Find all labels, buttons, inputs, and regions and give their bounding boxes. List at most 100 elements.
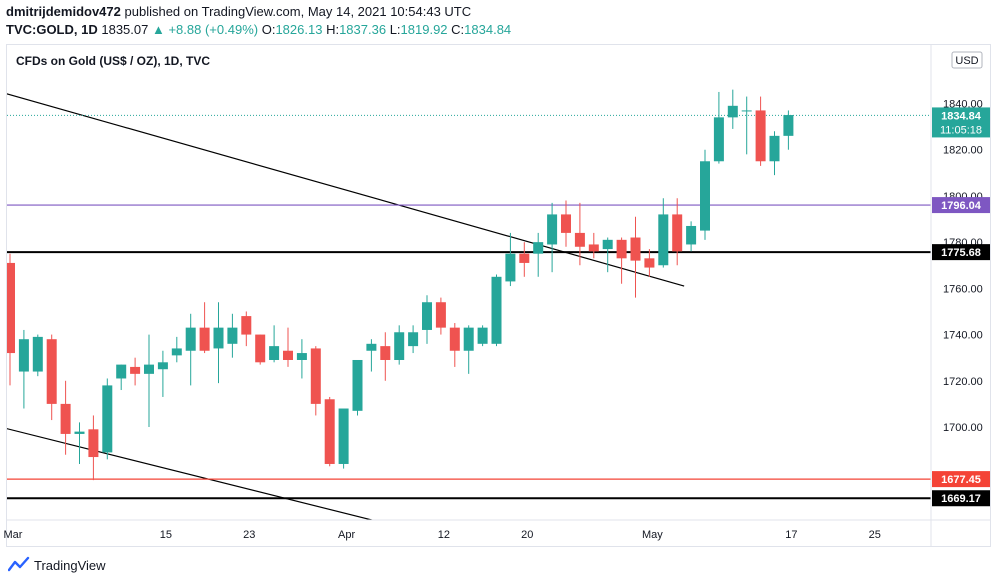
- candle[interactable]: [102, 378, 113, 460]
- candle[interactable]: [310, 346, 321, 416]
- candle-body: [324, 399, 335, 464]
- candle[interactable]: [449, 323, 460, 367]
- candle[interactable]: [630, 216, 641, 298]
- candle-body: [588, 244, 599, 252]
- candle-body: [144, 364, 154, 374]
- candle[interactable]: [130, 357, 141, 386]
- candle[interactable]: [60, 380, 71, 455]
- candle[interactable]: [644, 249, 655, 277]
- author-name[interactable]: dmitrijdemidov472: [6, 4, 121, 19]
- candle[interactable]: [547, 202, 558, 273]
- candle[interactable]: [713, 91, 724, 164]
- x-tick-label: 15: [160, 529, 172, 541]
- candle[interactable]: [463, 325, 474, 374]
- footer-brand[interactable]: TradingView: [34, 557, 106, 573]
- symbol-label: TVC:GOLD, 1D: [6, 22, 98, 37]
- y-tick-label: 1760.00: [943, 283, 983, 295]
- candle[interactable]: [574, 202, 585, 266]
- candle[interactable]: [380, 332, 391, 381]
- candle[interactable]: [171, 336, 182, 363]
- high-value: 1837.36: [339, 22, 387, 37]
- upper-trend-line[interactable]: [0, 92, 685, 287]
- candle-body: [241, 316, 252, 335]
- candle-body: [574, 232, 585, 247]
- candle[interactable]: [241, 311, 252, 347]
- candle[interactable]: [672, 198, 683, 266]
- candle[interactable]: [5, 253, 15, 386]
- candle-body: [519, 253, 530, 263]
- candle-body: [547, 214, 558, 245]
- candle[interactable]: [755, 96, 766, 166]
- x-tick-label: 20: [521, 529, 533, 541]
- candle-body: [213, 327, 224, 349]
- candle[interactable]: [505, 232, 516, 287]
- candle[interactable]: [283, 327, 293, 367]
- candle[interactable]: [88, 415, 99, 481]
- candle[interactable]: [269, 325, 280, 363]
- candle[interactable]: [74, 422, 85, 464]
- candle[interactable]: [686, 221, 697, 252]
- candle[interactable]: [519, 242, 530, 277]
- candle[interactable]: [46, 334, 57, 421]
- candle[interactable]: [783, 110, 794, 150]
- purple-level-tag[interactable]: 1796.04: [932, 197, 990, 214]
- y-tick-label: 1740.00: [943, 330, 983, 342]
- candle[interactable]: [32, 334, 43, 377]
- candle[interactable]: [352, 359, 363, 416]
- candle[interactable]: [296, 339, 307, 379]
- red-level-tag[interactable]: 1677.45: [932, 471, 990, 488]
- x-tick-label: Mar: [4, 529, 23, 541]
- candle[interactable]: [588, 232, 599, 259]
- y-tick-label: 1820.00: [943, 145, 983, 157]
- candle[interactable]: [561, 200, 571, 247]
- candle[interactable]: [616, 237, 627, 284]
- candle[interactable]: [227, 313, 238, 358]
- candle[interactable]: [366, 339, 377, 372]
- candle[interactable]: [658, 198, 669, 268]
- candle-body: [658, 214, 669, 266]
- currency-badge: USD: [955, 55, 978, 67]
- candle[interactable]: [602, 237, 613, 273]
- candle[interactable]: [435, 297, 446, 335]
- candle-body: [755, 110, 766, 162]
- candle-body: [171, 348, 182, 356]
- candle[interactable]: [144, 334, 154, 427]
- chart-frame[interactable]: [6, 44, 991, 547]
- candle[interactable]: [394, 325, 405, 365]
- candle[interactable]: [116, 364, 127, 391]
- candle[interactable]: [533, 232, 544, 277]
- candle[interactable]: [157, 350, 168, 397]
- footer: TradingView: [8, 556, 106, 574]
- low-value: 1819.92: [400, 22, 448, 37]
- x-tick-label: 25: [869, 529, 881, 541]
- candle[interactable]: [324, 396, 335, 467]
- candle[interactable]: [769, 131, 780, 176]
- candle[interactable]: [477, 325, 488, 347]
- candle[interactable]: [338, 408, 349, 469]
- black-level-lower-tag[interactable]: 1669.17: [932, 490, 990, 507]
- candle[interactable]: [727, 89, 738, 129]
- price-tag-box: [932, 471, 990, 488]
- candle[interactable]: [255, 334, 266, 365]
- plot-area[interactable]: [0, 89, 931, 524]
- candle-body: [74, 431, 85, 434]
- close-value: 1834.84: [464, 22, 512, 37]
- candle[interactable]: [18, 329, 29, 409]
- candle[interactable]: [199, 302, 210, 354]
- candle[interactable]: [408, 325, 419, 354]
- candle[interactable]: [700, 149, 710, 240]
- currency-badge-box[interactable]: [951, 51, 983, 69]
- lower-trend-line[interactable]: [0, 427, 388, 524]
- candle[interactable]: [185, 313, 196, 386]
- candle[interactable]: [741, 96, 752, 155]
- open-label: O:: [261, 22, 276, 37]
- candle[interactable]: [422, 295, 432, 344]
- black-level-upper-tag[interactable]: 1775.68: [932, 244, 990, 261]
- candle[interactable]: [491, 274, 502, 347]
- candle[interactable]: [213, 302, 224, 384]
- y-tick-label: 1720.00: [943, 376, 983, 388]
- current-price-line-tag[interactable]: 1834.84 11:05:18: [932, 107, 990, 138]
- price-tag-box: [932, 107, 990, 138]
- candle-body: [88, 429, 99, 458]
